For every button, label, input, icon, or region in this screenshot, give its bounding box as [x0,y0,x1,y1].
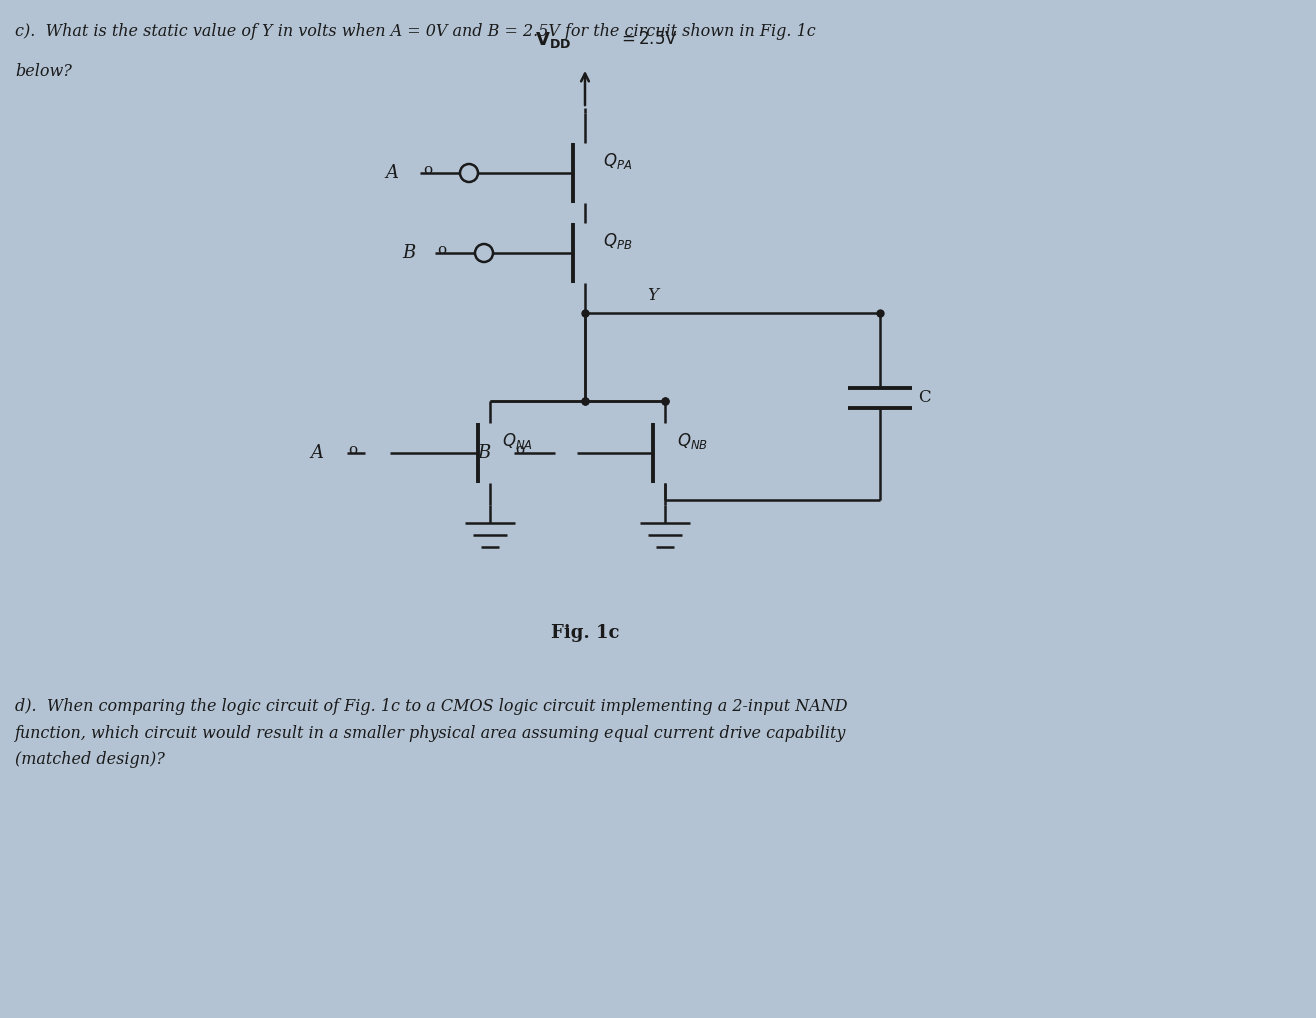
Text: Y: Y [647,286,658,303]
Text: $Q_{NB}$: $Q_{NB}$ [676,431,708,451]
Text: $Q_{PA}$: $Q_{PA}$ [603,151,632,171]
Text: B: B [476,444,491,462]
Text: c).  What is the static value of Y in volts when A = 0V and B = 2.5V for the cir: c). What is the static value of Y in vol… [14,23,816,40]
Text: Fig. 1c: Fig. 1c [551,624,620,642]
Text: $= 2.5\mathrm{V}$: $= 2.5\mathrm{V}$ [619,32,678,49]
Text: o: o [349,443,358,457]
Text: A: A [386,164,397,182]
Text: o: o [516,443,525,457]
Text: below?: below? [14,63,72,80]
Text: $Q_{NA}$: $Q_{NA}$ [501,431,533,451]
Text: $Q_{PB}$: $Q_{PB}$ [603,231,633,251]
Text: $\mathbf{V_{DD}}$: $\mathbf{V_{DD}}$ [536,30,571,50]
Text: B: B [401,244,416,262]
Text: A: A [311,444,322,462]
Text: o: o [424,163,433,177]
Text: d).  When comparing the logic circuit of Fig. 1c to a CMOS logic circuit impleme: d). When comparing the logic circuit of … [14,698,848,769]
Text: o: o [437,243,446,257]
Text: C: C [919,390,930,406]
